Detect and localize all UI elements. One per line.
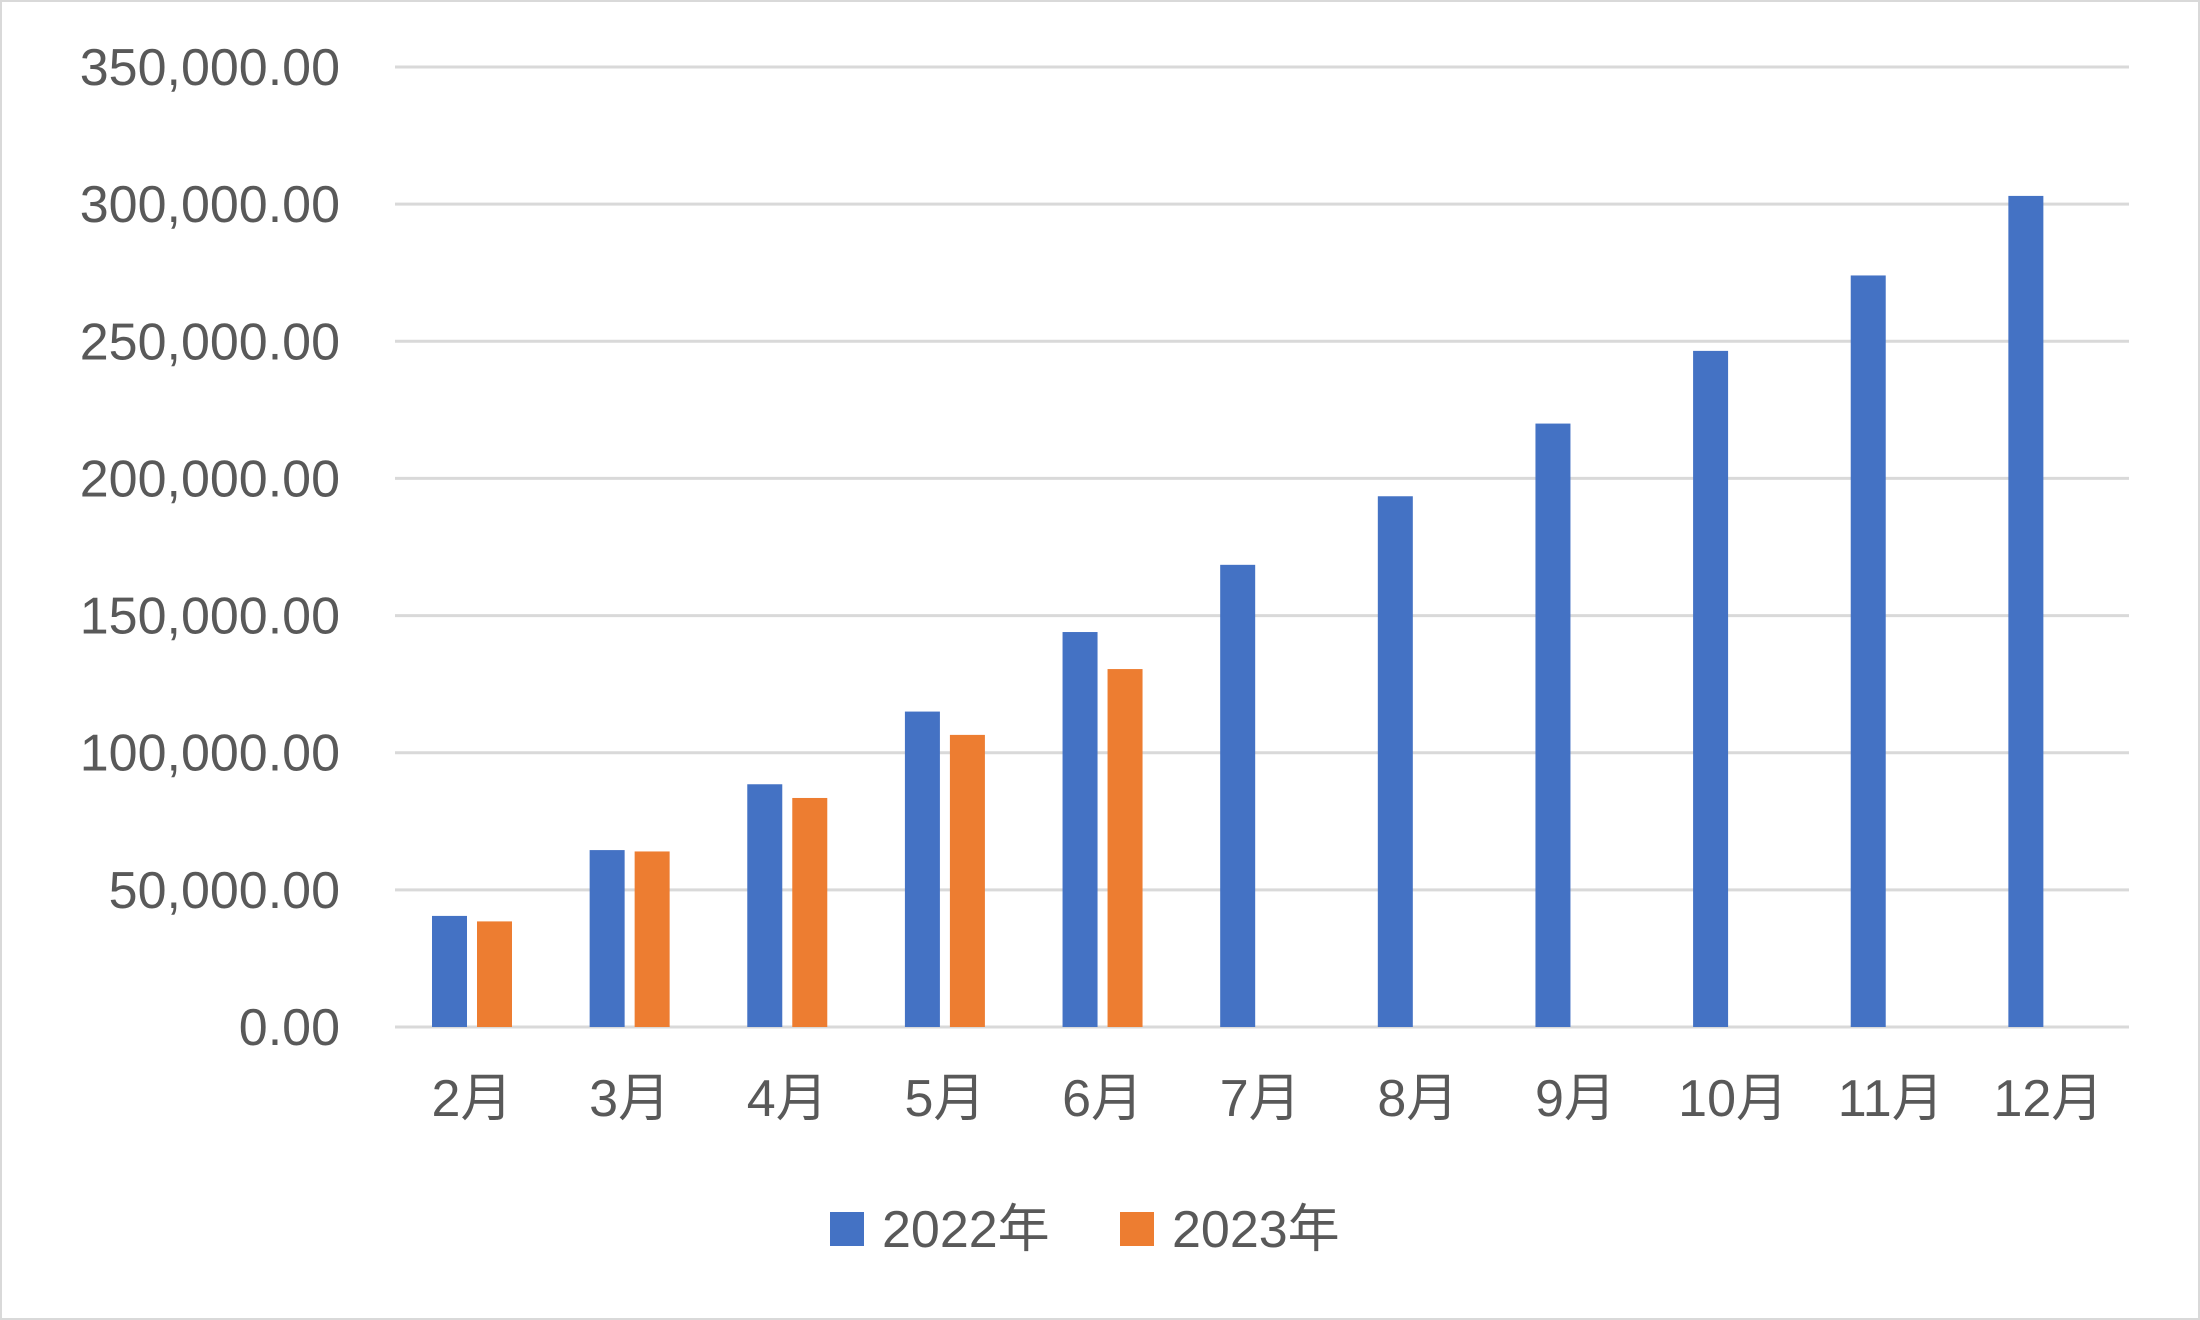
y-tick-label: 100,000.00 [80, 725, 340, 783]
bar-series-1 [1850, 275, 1886, 1027]
bar-series-1 [747, 784, 783, 1027]
bar-series-1 [432, 915, 467, 1027]
x-tick-label: 6月 [1062, 1070, 1143, 1128]
x-tick-label: 11月 [1838, 1070, 1944, 1128]
y-tick-label: 300,000.00 [80, 176, 340, 234]
legend-swatch [1120, 1212, 1154, 1246]
legend: 2022年 2023年 [830, 1201, 1340, 1259]
gridlines [395, 65, 2129, 1029]
bar-series-2 [477, 921, 512, 1027]
y-tick-label: 0.00 [239, 999, 340, 1057]
x-tick-label: 4月 [747, 1070, 828, 1128]
y-tick-label: 150,000.00 [80, 588, 340, 646]
bar-series-1 [1062, 632, 1098, 1027]
bar-series-1 [1693, 350, 1729, 1027]
x-tick-label: 2月 [432, 1070, 513, 1128]
y-tick-label: 50,000.00 [109, 862, 340, 920]
legend-label: 2022年 [882, 1201, 1050, 1259]
x-tick-label: 9月 [1535, 1070, 1616, 1128]
x-tick-label: 7月 [1220, 1070, 1301, 1128]
legend-label: 2023年 [1172, 1201, 1340, 1259]
bar-series-2 [1107, 669, 1143, 1027]
y-axis-labels: 0.00 50,000.00 100,000.00 150,000.00 200,000… [80, 39, 340, 1057]
bar-series-1 [1220, 564, 1256, 1027]
y-tick-label: 250,000.00 [80, 313, 340, 371]
x-tick-label: 3月 [589, 1070, 670, 1128]
bar-series-2 [634, 851, 670, 1027]
y-tick-label: 350,000.00 [80, 39, 340, 97]
x-tick-label: 10月 [1678, 1070, 1788, 1128]
y-tick-label: 200,000.00 [80, 450, 340, 508]
bar-series-2 [949, 734, 985, 1027]
bar-series-1 [1535, 423, 1571, 1028]
x-tick-label: 8月 [1377, 1070, 1458, 1128]
x-tick-label: 12月 [1993, 1070, 2103, 1128]
bars [432, 195, 2044, 1028]
bar-series-1 [589, 850, 625, 1027]
bar-series-2 [792, 797, 828, 1027]
x-axis-labels: 2月 3月 4月 5月 6月 7月 8月 9月 10月 11月 12月 [432, 1070, 2104, 1128]
bar-series-1 [1377, 496, 1413, 1027]
legend-swatch [830, 1212, 864, 1246]
bar-series-1 [904, 711, 940, 1027]
x-tick-label: 5月 [904, 1070, 985, 1128]
bar-series-1 [2008, 195, 2044, 1027]
